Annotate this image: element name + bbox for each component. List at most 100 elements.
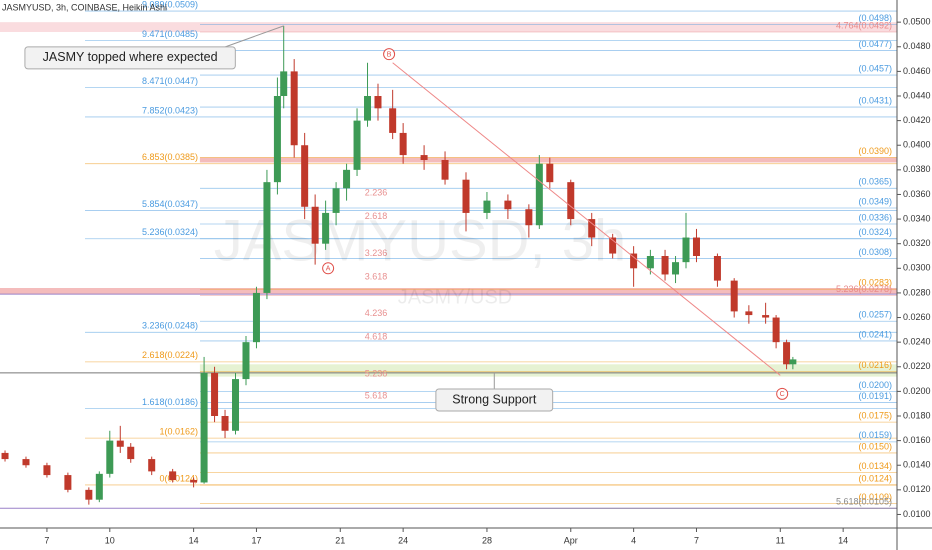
price-zone	[0, 288, 897, 295]
price-zone	[199, 157, 897, 163]
y-tick-label: 0.0460	[903, 66, 931, 76]
fib-label: (0.0336)	[858, 212, 892, 222]
extension-label: 4.236	[365, 308, 388, 318]
y-tick-label: 0.0260	[903, 312, 931, 322]
candle-body	[290, 71, 298, 146]
y-tick-label: 0.0300	[903, 263, 931, 273]
candle-body	[483, 200, 491, 213]
fib-label: 9.471(0.0485)	[142, 29, 198, 39]
candle-body	[389, 108, 397, 133]
price-zone	[199, 364, 897, 377]
candle-body	[646, 256, 654, 269]
fib-label: 1(0.0162)	[159, 427, 198, 437]
wave-marker	[383, 48, 396, 61]
y-tick-label: 0.0160	[903, 435, 931, 445]
y-tick-label: 0.0140	[903, 460, 931, 470]
candle-body	[441, 160, 449, 180]
candle-body	[43, 465, 51, 476]
extension-label: 3.236	[365, 248, 388, 258]
fib-label: (0.0283)	[858, 278, 892, 288]
fib-label: (0.0241)	[858, 329, 892, 339]
fib-label: (0.0365)	[858, 177, 892, 187]
fib-label: (0.0134)	[858, 461, 892, 471]
fib-label: (0.0457)	[858, 63, 892, 73]
candle-body	[789, 359, 797, 365]
candle-body	[116, 440, 124, 447]
fib-label: (0.0308)	[858, 247, 892, 257]
candle-body	[200, 372, 208, 483]
fib-label: (0.0390)	[858, 146, 892, 156]
fib-label: (0.0324)	[858, 227, 892, 237]
extension-label: 5.236	[365, 369, 388, 379]
candle-body	[745, 311, 753, 316]
extension-label: 5.618	[365, 391, 388, 401]
fib-label: 8.471(0.0447)	[142, 76, 198, 86]
candle-body	[190, 480, 198, 483]
fib-label: 5.236(0.0324)	[142, 227, 198, 237]
candle-body	[762, 315, 770, 318]
time-axis-bg	[0, 528, 932, 550]
candle-body	[148, 459, 156, 472]
candle-body	[399, 132, 407, 156]
candle-body	[263, 182, 271, 293]
y-tick-label: 0.0180	[903, 410, 931, 420]
candle-body	[783, 342, 791, 365]
fib-label: (0.0150)	[858, 441, 892, 451]
y-tick-label: 0.0340	[903, 213, 931, 223]
x-tick-label: 4	[631, 535, 636, 545]
candle-body	[301, 145, 309, 207]
callout-text: Strong Support	[452, 392, 537, 406]
watermark-sub: JASMY/USD	[398, 286, 512, 308]
candle-body	[364, 96, 372, 121]
fib-label: (0.0498)	[858, 13, 892, 23]
price-axis-bg	[897, 0, 932, 550]
fib-label: 0(0.0124)	[159, 473, 198, 483]
x-tick-label: 11	[776, 535, 785, 545]
y-tick-label: 0.0220	[903, 361, 931, 371]
fib-label: 5.854(0.0347)	[142, 199, 198, 209]
fib-label: 9.089(0.0509)	[142, 0, 198, 9]
y-tick-label: 0.0380	[903, 164, 931, 174]
candle-body	[504, 200, 512, 210]
x-tick-label: 21	[335, 535, 345, 545]
fib-label: 5.236(0.0278)	[836, 284, 892, 294]
y-tick-label: 0.0440	[903, 90, 931, 100]
fib-label: (0.0200)	[858, 380, 892, 390]
x-tick-label: 17	[251, 535, 261, 545]
candle-body	[322, 212, 330, 244]
fib-label: 3.236(0.0248)	[142, 321, 198, 331]
x-tick-label: 7	[694, 535, 699, 545]
candle-body	[692, 237, 700, 256]
extension-label: 3.618	[365, 271, 388, 281]
y-tick-label: 0.0120	[903, 484, 931, 494]
candle-body	[374, 96, 382, 109]
candle-body	[713, 256, 721, 281]
candle-body	[273, 96, 281, 183]
candle-body	[1, 452, 9, 460]
candle-body	[420, 155, 428, 160]
candle-body	[252, 292, 260, 343]
fib-label: 1.618(0.0186)	[142, 397, 198, 407]
candle-body	[169, 471, 177, 480]
candle-body	[106, 440, 114, 474]
y-tick-label: 0.0200	[903, 386, 931, 396]
y-tick-label: 0.0500	[903, 17, 931, 27]
candle-body	[730, 280, 738, 312]
x-tick-label: 7	[44, 535, 49, 545]
candle-body	[343, 169, 351, 189]
candle-body	[525, 209, 533, 226]
wave-label: A	[326, 266, 331, 273]
candle-body	[332, 188, 340, 213]
fib-label: (0.0257)	[858, 310, 892, 320]
fib-label: (0.0216)	[858, 360, 892, 370]
extension-label: 4.618	[365, 332, 388, 342]
fib-label: (0.0175)	[858, 411, 892, 421]
x-tick-label: 24	[398, 535, 408, 545]
fib-label: (0.0477)	[858, 39, 892, 49]
fib-label: 5.618(0.0105)	[836, 497, 892, 507]
wave-marker	[776, 387, 789, 400]
extension-label: 2.618	[365, 211, 388, 221]
fib-label: 2.618(0.0224)	[142, 350, 198, 360]
candle-body	[353, 120, 361, 170]
